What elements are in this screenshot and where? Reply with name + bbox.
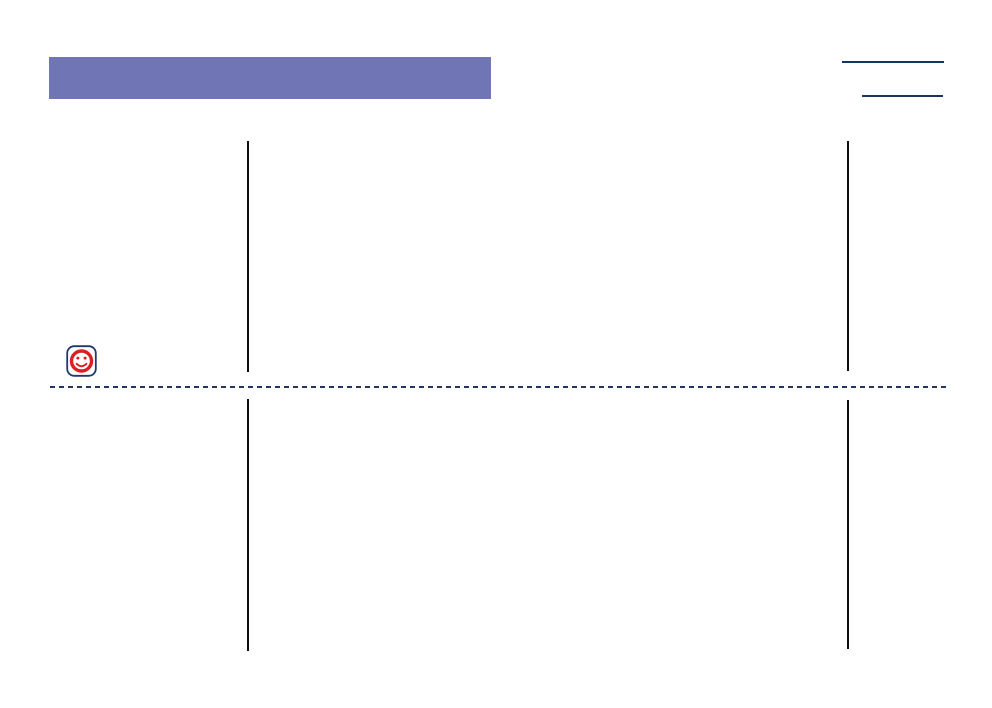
upper-right-column-rule	[847, 141, 849, 371]
lower-left-column-rule	[247, 399, 249, 651]
title-banner	[49, 57, 491, 99]
lower-right-column-rule	[847, 400, 849, 649]
header-rule-bottom	[862, 95, 943, 97]
dashed-divider	[50, 386, 947, 388]
upper-left-column-rule	[247, 141, 249, 372]
header-rule-top	[842, 61, 944, 63]
smiley-face-graphic	[66, 345, 97, 377]
smiley-face-icon	[66, 345, 97, 377]
